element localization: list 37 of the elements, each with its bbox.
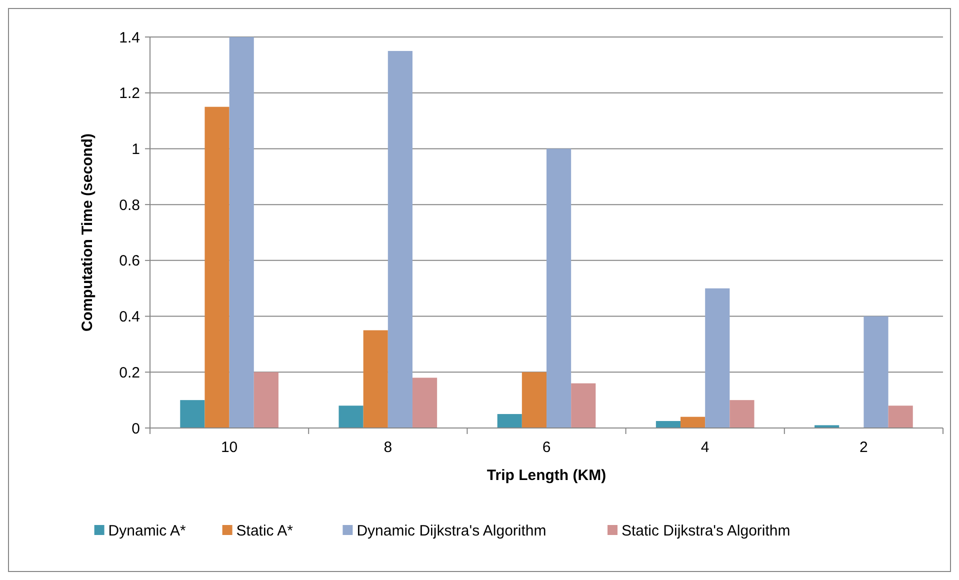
- x-axis-title: Trip Length (KM): [486, 467, 606, 484]
- bar: [363, 330, 388, 428]
- bar: [656, 421, 681, 428]
- x-tick-label: 8: [384, 439, 392, 456]
- bar: [730, 400, 754, 428]
- x-tick-label: 10: [220, 439, 238, 456]
- bar: [180, 400, 205, 428]
- legend-label: Dynamic Dijkstra's Algorithm: [356, 522, 546, 540]
- bar: [680, 416, 706, 428]
- bar: [888, 406, 913, 428]
- bar: [254, 372, 278, 428]
- legend-label: Static A*: [236, 522, 294, 540]
- y-axis-title: Computation Time (second): [79, 133, 96, 332]
- y-tick-label: 0.2: [119, 364, 140, 382]
- bar: [864, 316, 888, 428]
- bar: [571, 383, 596, 428]
- x-tick-label: 6: [542, 439, 551, 456]
- bar: [388, 50, 412, 428]
- y-tick-label: 0.6: [119, 252, 140, 270]
- bar: [204, 106, 230, 428]
- y-tick-label: 1: [132, 140, 140, 158]
- bar: [412, 378, 438, 428]
- legend-label: Static Dijkstra's Algorithm: [622, 522, 790, 540]
- bar: [546, 148, 572, 428]
- bar: [338, 406, 364, 428]
- bar: [522, 372, 546, 428]
- y-tick-label: 0.4: [119, 308, 140, 326]
- y-tick-label: 0.8: [119, 196, 140, 214]
- y-tick-label: 0: [132, 420, 140, 438]
- y-tick-label: 1.4: [119, 29, 140, 46]
- legend-label: Dynamic A*: [108, 522, 186, 540]
- x-tick-label: 2: [860, 439, 868, 456]
- bar: [497, 414, 522, 428]
- bar: [705, 288, 730, 428]
- y-tick-label: 1.2: [119, 85, 140, 102]
- bar: [229, 37, 254, 428]
- x-tick-label: 4: [700, 439, 710, 456]
